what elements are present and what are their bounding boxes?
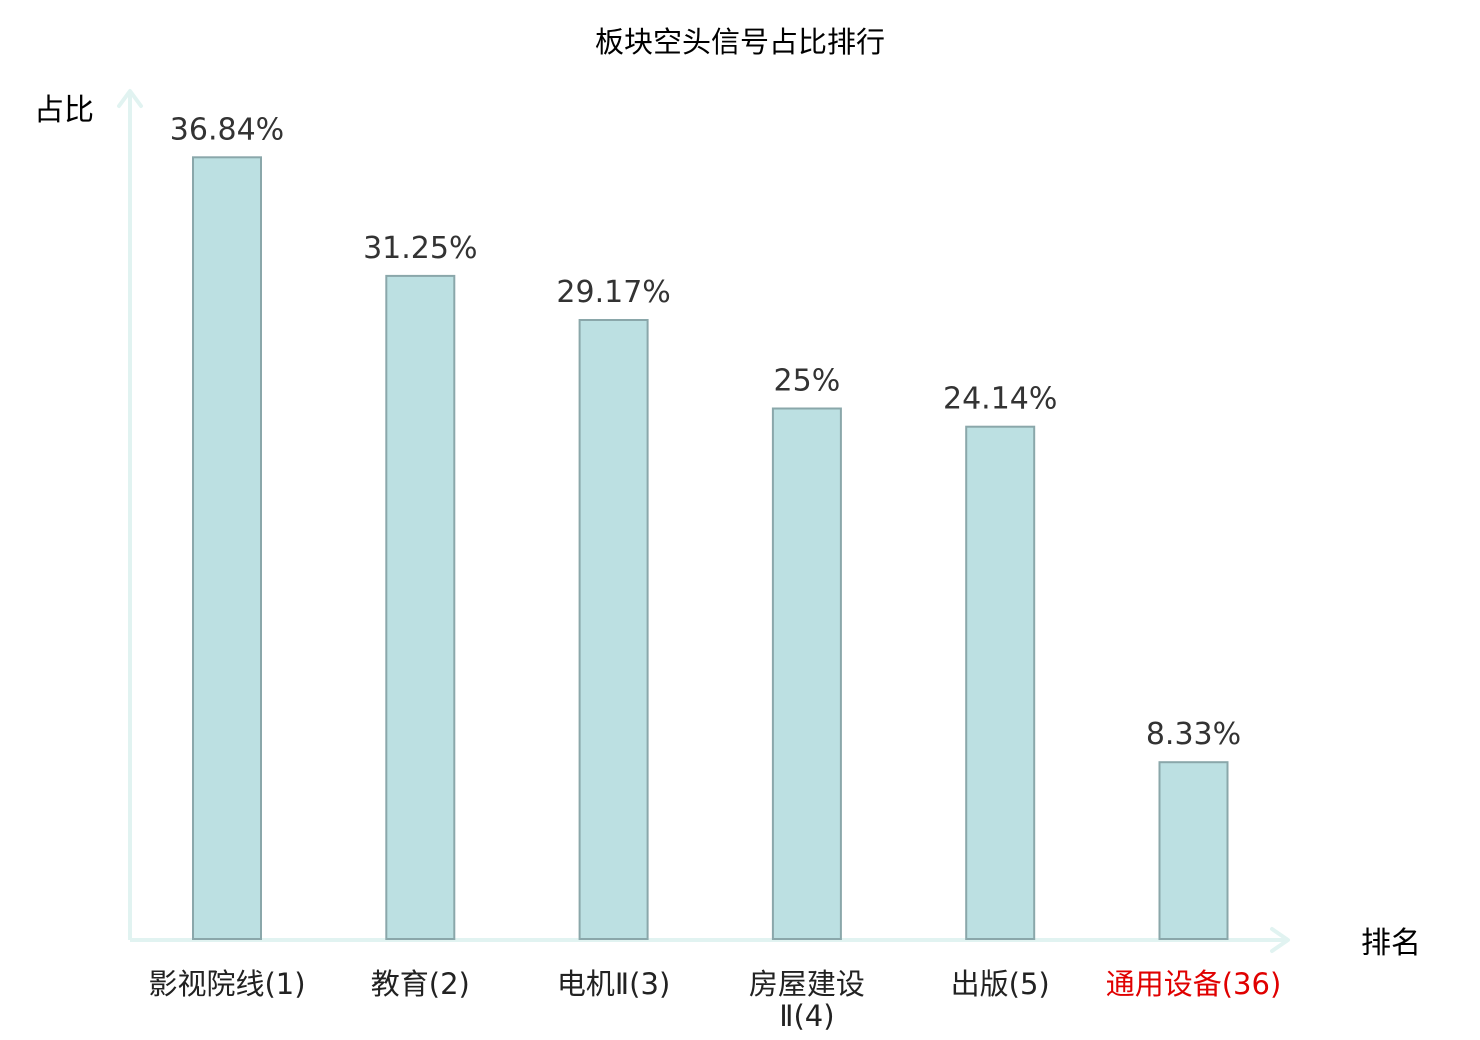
axes xyxy=(117,89,1290,953)
bar-value-label-5: 24.14% xyxy=(943,382,1057,417)
bar-4 xyxy=(771,407,842,940)
x-axis-arrow xyxy=(1270,927,1290,953)
bar-3 xyxy=(578,319,649,940)
value-labels: 36.84% 31.25% 29.17% 25% 24.14% 8.33% xyxy=(170,112,1241,752)
x-tick-label-4-line-2: Ⅱ(4) xyxy=(779,999,834,1033)
x-tick-label-4-line-1: 房屋建设 xyxy=(749,967,865,1001)
x-tick-label-6: 通用设备(36) xyxy=(1106,967,1282,1001)
y-axis-label: 占比 xyxy=(34,93,94,128)
x-tick-label-1: 影视院线(1) xyxy=(148,967,305,1001)
x-tick-label-2: 教育(2) xyxy=(371,967,470,1001)
x-axis-label: 排名 xyxy=(1361,926,1421,961)
bar-1 xyxy=(192,156,262,941)
bar-2 xyxy=(385,274,456,940)
bar-value-label-2: 31.25% xyxy=(363,231,477,266)
bar-value-label-6: 8.33% xyxy=(1146,717,1241,752)
x-tick-label-3: 电机Ⅱ(3) xyxy=(557,967,670,1001)
bar-value-label-4: 25% xyxy=(774,364,841,399)
x-tick-label-5: 出版(5) xyxy=(951,967,1050,1001)
y-axis-arrow xyxy=(117,89,143,108)
chart-title: 板块空头信号占比排行 xyxy=(595,25,885,59)
bar-6 xyxy=(1158,761,1229,941)
bar-value-label-1: 36.84% xyxy=(170,112,284,147)
bar-5 xyxy=(965,425,1036,940)
bar-value-label-3: 29.17% xyxy=(556,275,670,310)
bars xyxy=(192,156,1229,941)
